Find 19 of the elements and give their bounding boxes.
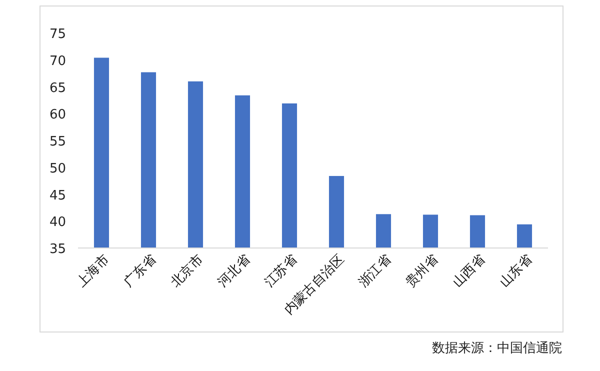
y-tick-label: 50 [49,161,66,176]
source-note: 数据来源：中国信通院 [432,341,562,356]
x-tick-label: 贵州省 [403,252,442,290]
y-tick-label: 40 [49,215,66,230]
x-tick-label: 广东省 [121,252,160,290]
x-tick-label: 山西省 [450,252,488,290]
x-tick-label: 江苏省 [262,252,300,290]
x-tick-label: 北京市 [168,252,206,290]
y-tick-label: 65 [49,80,66,96]
y-tick-label: 70 [49,54,66,69]
y-tick-label: 60 [49,108,66,123]
x-tick-label: 浙江省 [356,252,394,290]
x-tick-label: 河北省 [215,252,254,290]
y-tick-label: 35 [49,242,66,257]
x-tick-label: 山东省 [497,252,536,290]
y-tick-label: 45 [49,188,66,204]
y-tick-label: 75 [49,27,66,42]
x-tick-label: 上海市 [74,252,112,290]
y-tick-label: 55 [49,134,66,150]
